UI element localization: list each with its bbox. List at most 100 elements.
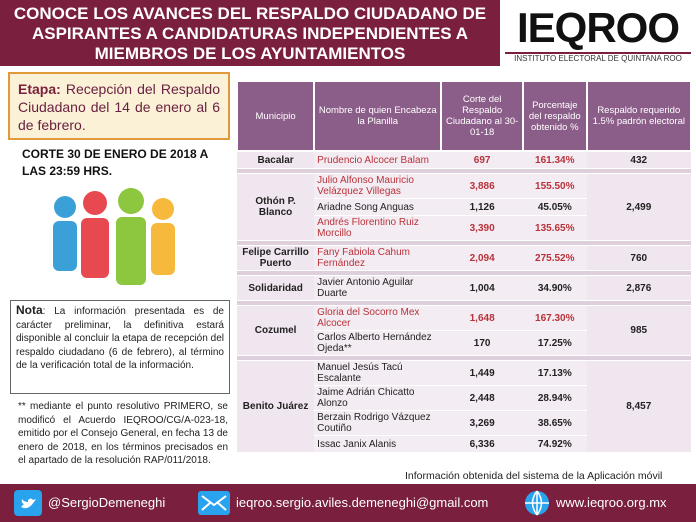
required-support: 985 — [586, 305, 691, 356]
support-count: 6,336 — [441, 435, 523, 453]
separator-row — [237, 355, 691, 361]
table-row: Benito Juárez Manuel Jesús Tacú Escalante… — [237, 360, 691, 453]
separator-cell — [586, 270, 691, 276]
required-support: 2,499 — [586, 173, 691, 241]
separator-cell — [314, 300, 442, 306]
municipality: Solidaridad — [237, 275, 315, 301]
column-header: Respaldo requerido 1.5% padrón electoral — [585, 80, 693, 152]
stage-box: Etapa: Recepción del Respaldo Ciudadano … — [8, 72, 230, 140]
support-percent: 17.13% — [523, 360, 587, 386]
candidate-name: Berzain Rodrigo Vázquez Coutiño — [314, 410, 442, 436]
candidate-name: Julio Alfonso Mauricio Velázquez Villega… — [314, 173, 442, 199]
required-support: 2,876 — [586, 275, 691, 301]
support-percent: 275.52% — [523, 245, 587, 271]
separator-row — [237, 240, 691, 246]
logo-subtitle: INSTITUTO ELECTORAL DE QUINTANA ROO — [505, 52, 691, 63]
table-row: Carlos Alberto Hernández Ojeda** 170 17.25… — [237, 330, 691, 356]
support-percent: 28.94% — [523, 385, 587, 411]
required-support: 432 — [586, 151, 691, 169]
separator-cell — [523, 355, 587, 361]
website[interactable]: www.ieqroo.org.mx — [556, 495, 667, 510]
candidate-name: Ariadne Song Anguas — [314, 198, 442, 216]
candidate-name: Carlos Alberto Hernández Ojeda** — [314, 330, 442, 356]
logo-text: IEQROO — [516, 4, 680, 51]
note-text: : La información presentada es de caráct… — [16, 306, 224, 371]
support-count: 697 — [441, 151, 523, 169]
table-row: Cozumel Gloria del Socorro Mex Alcocer 1,6… — [237, 305, 691, 356]
support-count: 1,648 — [441, 305, 523, 331]
candidate-name: Andrés Florentino Ruiz Morcillo — [314, 215, 442, 241]
table-row: Berzain Rodrigo Vázquez Coutiño 3,269 38.6… — [237, 410, 691, 436]
support-count: 2,094 — [441, 245, 523, 271]
table-row: Jaime Adrián Chicatto Alonzo 2,448 28.94% — [237, 385, 691, 411]
table-row: Solidaridad Javier Antonio Aguilar Duarte… — [237, 275, 691, 301]
separator-cell — [237, 300, 315, 306]
separator-row — [237, 300, 691, 306]
candidate-name: Fany Fabiola Cahum Fernández — [314, 245, 442, 271]
email[interactable]: ieqroo.sergio.aviles.demeneghi@gmail.com — [236, 495, 489, 510]
required-support: 760 — [586, 245, 691, 271]
candidate-name: Prudencio Alcocer Balam — [314, 151, 442, 169]
column-header: Nombre de quien Encabeza la Planilla — [313, 80, 443, 152]
candidate-name: Javier Antonio Aguilar Duarte — [314, 275, 442, 301]
separator-cell — [523, 300, 587, 306]
table-row: Andrés Florentino Ruiz Morcillo 3,390 135.… — [237, 215, 691, 241]
separator-cell — [586, 168, 691, 174]
note-box: Nota: La información presentada es de ca… — [10, 300, 230, 394]
email-icon — [198, 491, 230, 515]
required-support: 8,457 — [586, 360, 691, 453]
separator-cell — [237, 355, 315, 361]
municipality: Felipe Carrillo Puerto — [237, 245, 315, 271]
twitter-icon — [14, 490, 42, 516]
table-row: Bacalar Prudencio Alcocer Balam 697 161.34%… — [237, 151, 691, 169]
note-label: Nota — [16, 303, 43, 317]
support-percent: 34.90% — [523, 275, 587, 301]
support-count: 1,449 — [441, 360, 523, 386]
candidate-name: Issac Janix Alanis — [314, 435, 442, 453]
cutoff: CORTE 30 DE ENERO DE 2018 A LAS 23:59 HR… — [22, 147, 208, 178]
support-percent: 161.34% — [523, 151, 587, 169]
separator-cell — [586, 355, 691, 361]
separator-cell — [314, 355, 442, 361]
support-percent: 135.65% — [523, 215, 587, 241]
candidate-name: Jaime Adrián Chicatto Alonzo — [314, 385, 442, 411]
separator-row — [237, 168, 691, 174]
candidate-name: Gloria del Socorro Mex Alcocer — [314, 305, 442, 331]
support-percent: 17.25% — [523, 330, 587, 356]
support-percent: 167.30% — [523, 305, 587, 331]
municipality: Cozumel — [237, 305, 315, 356]
support-percent: 38.65% — [523, 410, 587, 436]
logo: IEQROO INSTITUTO ELECTORAL DE QUINTANA R… — [505, 4, 691, 66]
separator-cell — [441, 300, 523, 306]
column-header: Corte del Respaldo Ciudadano al 30-01-18 — [440, 80, 524, 152]
support-count: 1,004 — [441, 275, 523, 301]
header-row: Municipio Nombre de quien Encabeza la Pla… — [235, 80, 693, 152]
municipality: Benito Juárez — [237, 360, 315, 453]
column-header: Municipio — [235, 80, 316, 152]
stage-text: Recepción del Respaldo Ciudadano del 14 … — [18, 81, 221, 133]
table-row: Issac Janix Alanis 6,336 74.92% — [237, 435, 691, 453]
source: Información obtenida del sistema de la A… — [405, 470, 663, 482]
separator-row — [237, 270, 691, 276]
column-header: Porcentaje del respaldo obtenido % — [522, 80, 588, 152]
municipality: Othón P. Blanco — [237, 173, 315, 241]
separator-cell — [586, 240, 691, 246]
separator-cell — [314, 240, 442, 246]
web-icon — [525, 490, 549, 516]
table-body: Bacalar Prudencio Alcocer Balam 697 161.34%… — [237, 151, 691, 453]
separator-cell — [441, 355, 523, 361]
separator-cell — [314, 168, 442, 174]
footer: @SergioDemeneghi ieqroo.sergio.aviles.de… — [0, 484, 696, 522]
twitter-handle[interactable]: @SergioDemeneghi — [48, 495, 166, 510]
support-percent: 45.05% — [523, 198, 587, 216]
candidate-name: Manuel Jesús Tacú Escalante — [314, 360, 442, 386]
separator-cell — [441, 270, 523, 276]
people-icon — [53, 188, 175, 285]
separator-cell — [237, 270, 315, 276]
support-count: 2,448 — [441, 385, 523, 411]
separator-cell — [523, 270, 587, 276]
municipality: Bacalar — [237, 151, 315, 169]
separator-cell — [237, 168, 315, 174]
table-row: Othón P. Blanco Julio Alfonso Mauricio Ve… — [237, 173, 691, 241]
support-percent: 155.50% — [523, 173, 587, 199]
